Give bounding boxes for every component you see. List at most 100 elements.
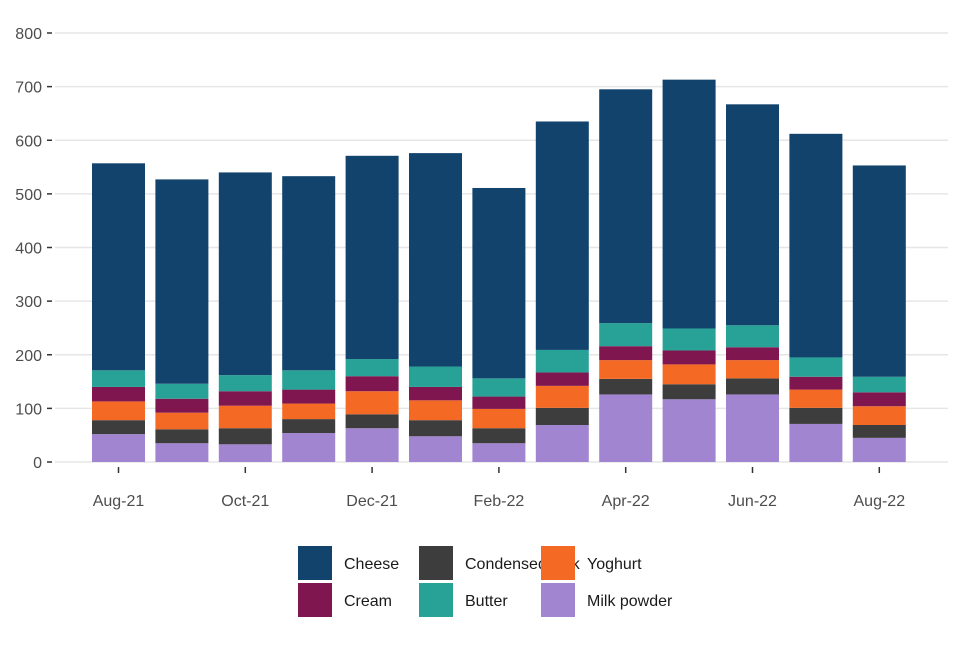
bar-segment-cheese: Apr-22 – Cheese: 436 — [599, 89, 653, 324]
bar-segment-cream: Nov-21 – Cream: 26 — [282, 389, 336, 404]
legend-swatch — [541, 546, 575, 580]
bar-segment-condensed-milk: Jun-22 – Condensed milk: 30 — [726, 378, 779, 395]
x-tick-label: Aug-22 — [854, 493, 906, 510]
bar-segment-cheese: Jul-22 – Cheese: 417 — [789, 133, 843, 358]
bar-segment-condensed-milk: Jul-22 – Condensed milk: 30 — [789, 407, 843, 424]
bar-segment-cream: Jul-22 – Cream: 24 — [789, 376, 843, 390]
bar-segment-yoghurt: Jan-22 – Yoghurt: 37 — [409, 400, 462, 421]
bar-segment-condensed-milk: Oct-21 – Condensed milk: 30 — [218, 428, 272, 445]
bar-segment-cream: Jun-22 – Cream: 24 — [726, 347, 779, 361]
y-axis: 0 100 200 300 400 500 600 700 800 — [15, 26, 52, 472]
bar-segment-condensed-milk: Aug-21 – Condensed milk: 26 — [92, 420, 145, 435]
bar-segment-cream: Jan-22 – Cream: 25 — [409, 386, 462, 401]
x-tick-label: Feb-22 — [474, 493, 525, 510]
legend-swatch — [298, 583, 332, 617]
bar-segment-butter: Oct-21 – Butter: 30 — [218, 375, 272, 392]
x-tick-label: Aug-21 — [93, 493, 145, 510]
bar-segment-butter: Jul-22 – Butter: 36 — [789, 357, 843, 377]
bar-segment-condensed-milk: Mar-22 – Condensed milk: 32 — [535, 407, 589, 425]
bar-segment-cream: Feb-22 – Cream: 23 — [472, 396, 526, 409]
bar-segment-cheese: Aug-21 – Cheese: 386 — [92, 163, 145, 371]
legend-label: Yoghurt — [587, 556, 642, 573]
y-tick-label: 400 — [15, 241, 42, 258]
bar-segment-cheese: Jun-22 – Cheese: 412 — [726, 104, 779, 326]
y-tick-label: 0 — [33, 455, 42, 472]
bar-segment-butter: Mar-22 – Butter: 42 — [535, 349, 589, 373]
bar-segment-yoghurt: Feb-22 – Yoghurt: 36 — [472, 408, 526, 429]
bar-segment-milk-powder: Mar-22 – Milk powder: 69 — [535, 424, 589, 462]
bar-segment-milk-powder: Aug-22 – Milk powder: 45 — [852, 437, 906, 462]
legend-swatch — [541, 583, 575, 617]
bar-segment-milk-powder: Apr-22 – Milk powder: 126 — [599, 394, 653, 462]
bar-segment-condensed-milk: Aug-22 – Condensed milk: 24 — [852, 424, 906, 438]
bar-segment-butter: Nov-21 – Butter: 36 — [282, 370, 336, 390]
x-tick-label: Apr-22 — [602, 493, 650, 510]
x-tick-label: Jun-22 — [728, 493, 777, 510]
bar-segment-butter: Feb-22 – Butter: 34 — [472, 378, 526, 397]
bar-segment-yoghurt: Mar-22 – Yoghurt: 41 — [535, 385, 589, 408]
bar-segment-cheese: May-22 – Cheese: 464 — [662, 79, 716, 329]
bar-segment-cheese: Sep-21 – Cheese: 381 — [155, 179, 209, 384]
bar-segment-cream: Dec-21 – Cream: 28 — [345, 376, 399, 392]
bar-segment-yoghurt: Nov-21 – Yoghurt: 29 — [282, 403, 336, 420]
bar-segment-cream: May-22 – Cream: 26 — [662, 350, 716, 365]
bar-segment-condensed-milk: Dec-21 – Condensed milk: 26 — [345, 414, 399, 429]
bar-segment-butter: Aug-21 – Butter: 31 — [92, 370, 145, 387]
bar-segment-milk-powder: Jun-22 – Milk powder: 126 — [726, 394, 779, 462]
y-tick-label: 300 — [15, 294, 42, 311]
legend-item-butter: Butter — [419, 583, 508, 617]
legend-label: Cheese — [344, 556, 399, 573]
y-tick-label: 200 — [15, 348, 42, 365]
bar-segment-cheese: Dec-21 – Cheese: 379 — [345, 155, 399, 360]
bar-segment-cheese: Oct-21 – Cheese: 378 — [218, 172, 272, 376]
legend-label: Butter — [465, 593, 508, 610]
legend-item-cream: Cream — [298, 583, 392, 617]
x-tick-label: Oct-21 — [221, 493, 269, 510]
bar-segment-yoghurt: Dec-21 – Yoghurt: 43 — [345, 391, 399, 415]
legend-label: Cream — [344, 593, 392, 610]
bar-segment-cheese: Mar-22 – Cheese: 426 — [535, 121, 589, 350]
bar-segment-yoghurt: May-22 – Yoghurt: 37 — [662, 364, 716, 385]
bar-segment-yoghurt: Jul-22 – Yoghurt: 34 — [789, 389, 843, 408]
bar-segment-yoghurt: Apr-22 – Yoghurt: 35 — [599, 360, 653, 379]
bar-segment-milk-powder: May-22 – Milk powder: 117 — [662, 399, 716, 462]
bar-segment-condensed-milk: Feb-22 – Condensed milk: 28 — [472, 428, 526, 444]
legend-swatch — [419, 583, 453, 617]
bar-segment-milk-powder: Nov-21 – Milk powder: 54 — [282, 433, 336, 462]
legend-item-yoghurt: Yoghurt — [541, 546, 642, 580]
bar-segment-cheese: Feb-22 – Cheese: 355 — [472, 187, 526, 379]
bar-segment-milk-powder: Sep-21 – Milk powder: 35 — [155, 443, 209, 462]
legend-item-cheese: Cheese — [298, 546, 399, 580]
bar-segment-condensed-milk: Nov-21 – Condensed milk: 26 — [282, 419, 336, 434]
bar-segment-yoghurt: Sep-21 – Yoghurt: 31 — [155, 412, 209, 430]
y-tick-label: 100 — [15, 401, 42, 418]
bar-segment-condensed-milk: Jan-22 – Condensed milk: 30 — [409, 420, 462, 437]
bar-segment-butter: May-22 – Butter: 41 — [662, 328, 716, 351]
legend-swatch — [298, 546, 332, 580]
bar-segment-condensed-milk: May-22 – Condensed milk: 28 — [662, 384, 716, 400]
y-tick-label: 800 — [15, 26, 42, 43]
bar-segment-cream: Aug-21 – Cream: 27 — [92, 386, 145, 402]
bar-segment-butter: Jun-22 – Butter: 41 — [726, 325, 779, 348]
y-tick-label: 500 — [15, 187, 42, 204]
bar-segment-cream: Mar-22 – Cream: 25 — [535, 372, 589, 386]
bar-segment-yoghurt: Aug-21 – Yoghurt: 35 — [92, 401, 145, 421]
bar-segment-yoghurt: Jun-22 – Yoghurt: 34 — [726, 360, 779, 379]
bar-segment-milk-powder: Dec-21 – Milk powder: 63 — [345, 428, 399, 462]
bar-segment-yoghurt: Oct-21 – Yoghurt: 42 — [218, 405, 272, 429]
bar-segment-cheese: Aug-22 – Cheese: 394 — [852, 165, 906, 377]
bar-segment-cream: Aug-22 – Cream: 26 — [852, 392, 906, 407]
bar-segment-milk-powder: Jul-22 – Milk powder: 71 — [789, 423, 843, 462]
bar-segment-cream: Sep-21 – Cream: 26 — [155, 398, 209, 413]
legend-label: Milk powder — [587, 593, 673, 610]
bar-segment-cheese: Nov-21 – Cheese: 362 — [282, 176, 336, 371]
x-axis: Aug-21 Oct-21 Dec-21 Feb-22 Apr-22 Jun-22 Aug-… — [93, 467, 905, 510]
legend-item-milk-powder: Milk powder — [541, 583, 673, 617]
bar-segment-butter: Dec-21 – Butter: 32 — [345, 359, 399, 377]
x-tick-label: Dec-21 — [346, 493, 398, 510]
bars: Aug-21 – Milk powder: 52Aug-21 – Condens… — [92, 79, 906, 462]
bar-segment-condensed-milk: Sep-21 – Condensed milk: 26 — [155, 429, 209, 444]
bar-segment-milk-powder: Feb-22 – Milk powder: 35 — [472, 443, 526, 462]
bar-segment-milk-powder: Oct-21 – Milk powder: 33 — [218, 444, 272, 462]
